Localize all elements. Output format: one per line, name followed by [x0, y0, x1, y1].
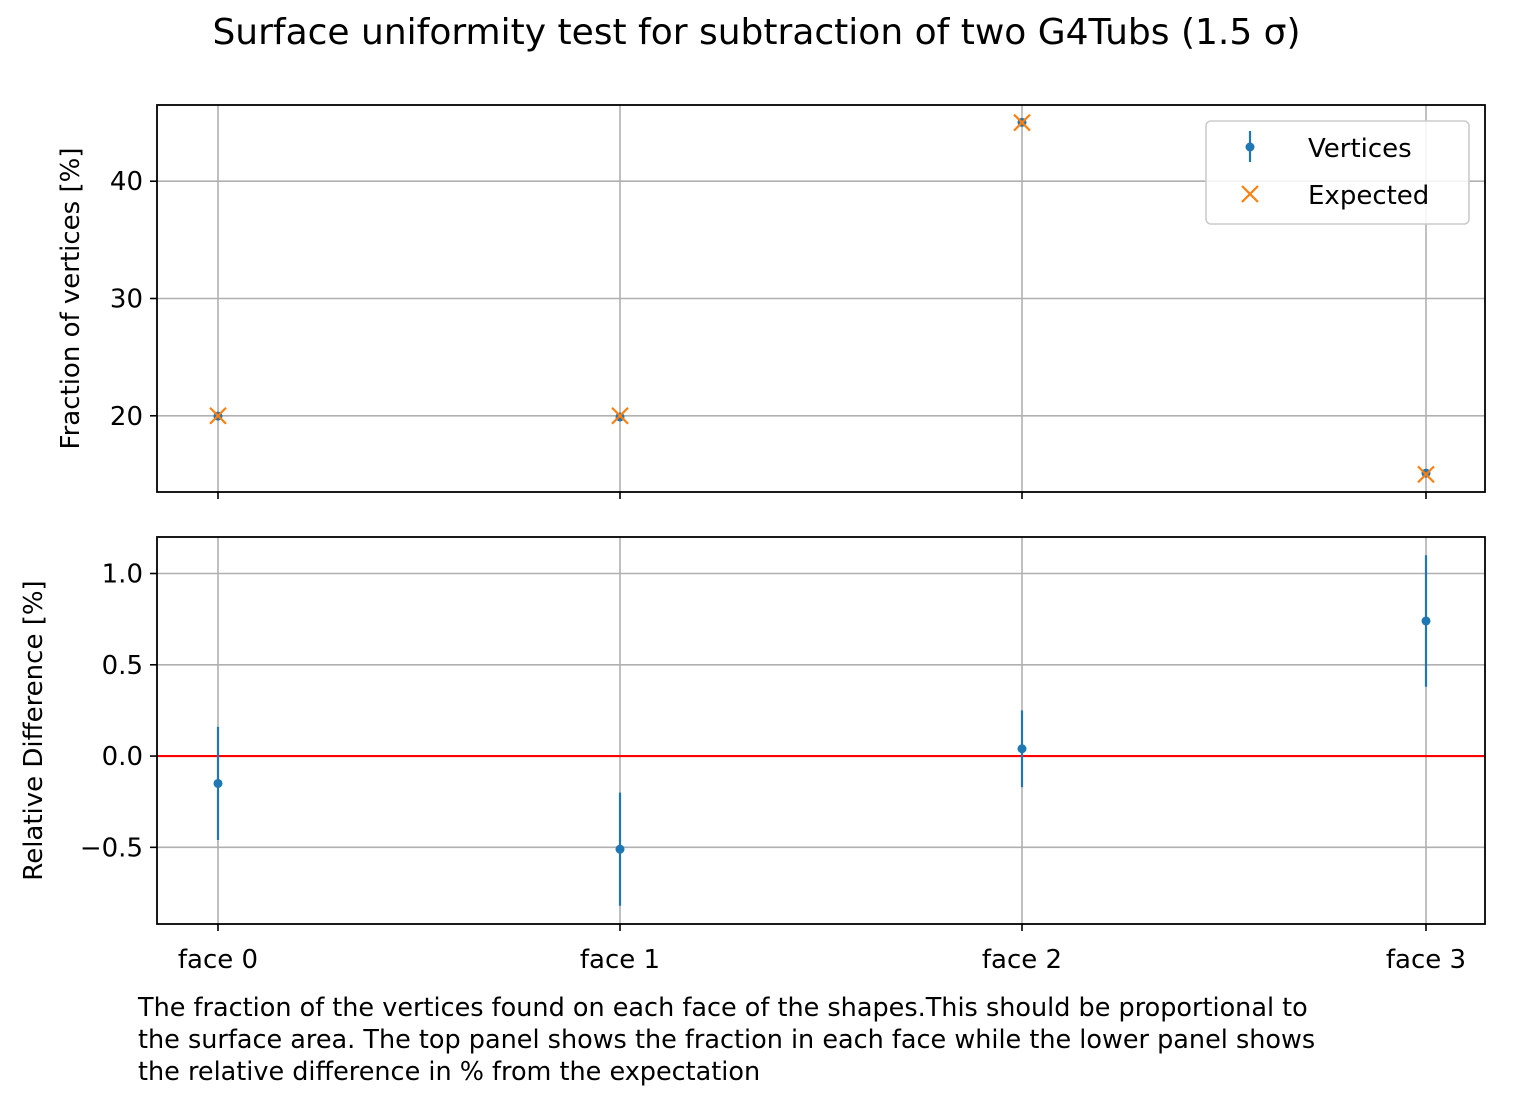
y-tick-label: 0.5 — [102, 651, 143, 681]
expected-marker-stroke — [611, 406, 629, 425]
legend-vertices-marker — [1245, 142, 1255, 152]
expected-marker — [209, 406, 227, 425]
legend-expected-stroke — [1241, 185, 1259, 203]
plot-frame — [156, 536, 1486, 925]
y-tick-label: 20 — [110, 402, 143, 432]
expected-marker — [611, 406, 629, 425]
legend-expected-marker — [1241, 185, 1259, 203]
legend: Vertices Expected — [1205, 120, 1470, 225]
expected-marker-stroke — [1417, 465, 1435, 484]
expected-marker — [1417, 465, 1435, 484]
y-axis-label: Relative Difference [%] — [19, 580, 49, 880]
caption-line-1: The fraction of the vertices found on ea… — [138, 993, 1308, 1023]
expected-marker-stroke — [209, 406, 227, 425]
y-axis-label: Fraction of vertices [%] — [56, 148, 86, 450]
x-tick-label: face 1 — [580, 945, 660, 975]
plot-frame — [156, 104, 1486, 493]
x-tick-label: face 3 — [1386, 945, 1466, 975]
expected-marker-stroke — [1013, 113, 1031, 132]
y-tick-label: −0.5 — [80, 833, 143, 863]
y-tick-label: 1.0 — [102, 560, 143, 590]
x-tick-label: face 0 — [178, 945, 258, 975]
y-tick-label: 0.0 — [102, 742, 143, 772]
chart-title: Surface uniformity test for subtraction … — [212, 12, 1301, 53]
vertices-point — [1421, 616, 1431, 626]
caption-line-3: the relative difference in % from the ex… — [138, 1057, 761, 1087]
bottom-panel: −0.5 0.0 0.5 1.0 face 0 face 1 face 2 face 3 Rel… — [19, 536, 1486, 975]
legend-box — [1205, 120, 1470, 225]
expected-marker — [1013, 113, 1031, 132]
vertices-point — [615, 844, 625, 854]
figure-caption: The fraction of the vertices found on ea… — [138, 992, 1508, 1088]
caption-line-2: the surface area. The top panel shows th… — [138, 1025, 1316, 1055]
vertices-point — [213, 778, 223, 788]
vertices-point — [1017, 744, 1027, 754]
legend-label-vertices: Vertices — [1308, 134, 1412, 164]
y-tick-label: 30 — [110, 285, 143, 315]
x-tick-label: face 2 — [982, 945, 1062, 975]
y-tick-label: 40 — [110, 167, 143, 197]
legend-label-expected: Expected — [1308, 181, 1429, 211]
